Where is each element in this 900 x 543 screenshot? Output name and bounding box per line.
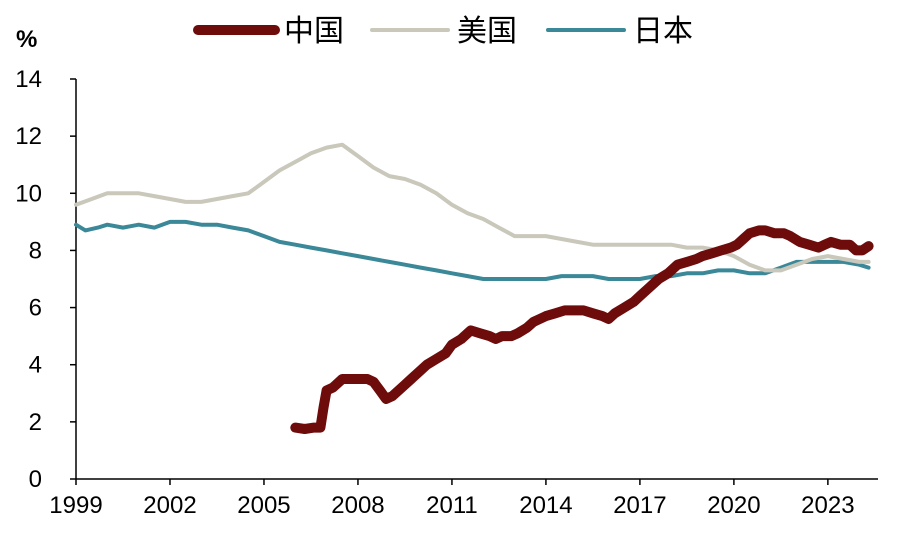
x-tick-label: 2005	[237, 492, 290, 519]
x-tick-label: 2020	[707, 492, 760, 519]
y-tick-label: 8	[29, 237, 42, 264]
x-tick-label: 2011	[426, 492, 478, 519]
x-tick-label: 2008	[331, 492, 384, 519]
y-axis-ticks: 0 2 4 6 8 10 12 14	[15, 66, 76, 493]
x-tick-label: 2023	[801, 492, 854, 519]
y-tick-label: 2	[29, 409, 42, 436]
series-line-japan	[74, 219, 871, 281]
x-tick-label: 1999	[49, 492, 102, 519]
axes: % 0 2 4 6 8 10 12 14 1999 2002 2005 2008 2011 2014 20…	[15, 26, 878, 519]
y-axis-unit-label: %	[16, 26, 37, 53]
y-tick-label: 12	[15, 123, 42, 150]
y-tick-label: 10	[15, 180, 42, 207]
legend-item-japan: 日本	[546, 15, 693, 48]
legend-item-usa: 美国	[370, 15, 517, 48]
x-tick-label: 2017	[613, 492, 666, 519]
legend: 中国 美国 日本	[193, 15, 693, 48]
x-tick-label: 2002	[143, 492, 196, 519]
series-line-usa	[74, 142, 871, 273]
legend-label: 日本	[633, 15, 693, 48]
legend-label: 美国	[457, 15, 517, 48]
x-axis-ticks: 1999 2002 2005 2008 2011 2014 2017 2020 2023	[49, 479, 855, 519]
y-tick-label: 4	[29, 352, 42, 379]
legend-label: 中国	[284, 15, 344, 48]
y-tick-label: 0	[29, 466, 42, 493]
legend-item-china: 中国	[193, 15, 344, 48]
x-tick-label: 2014	[519, 492, 572, 519]
series-lines	[74, 142, 874, 434]
y-tick-label: 14	[15, 66, 42, 93]
series-line-china	[290, 225, 874, 434]
y-tick-label: 6	[29, 295, 42, 322]
